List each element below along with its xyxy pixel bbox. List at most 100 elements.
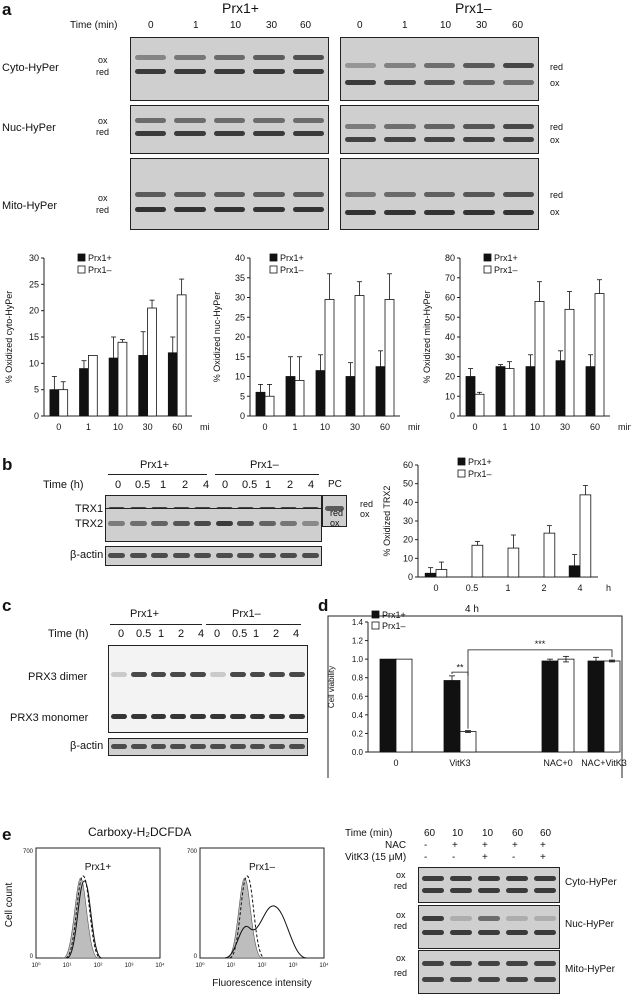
e-table-cell-0-1: 10 [452,828,464,839]
panel-c-group-line-1 [110,624,202,625]
blot-band [421,916,445,921]
y-tick-label: 30 [445,352,455,362]
y-tick-label: 50 [445,312,455,322]
blot-band [174,118,206,123]
flow-x-label: Fluorescence intensity [212,978,312,989]
blot-band [213,55,246,60]
x-axis-label: min [408,422,420,432]
bar-prx1pos [108,357,119,417]
bar-prx1pos [345,376,356,417]
histogram-title: Prx1+ [85,862,112,873]
blot-band [172,521,190,526]
blot-band [289,714,305,719]
blot-band [384,192,416,197]
bar-prx1neg [459,731,477,753]
panel-a-time-prx1pos-3: 30 [266,20,278,31]
blot-band [292,131,325,136]
panel-a-time-prx1neg-2: 10 [440,20,452,31]
blot-band [237,521,255,526]
legend-swatch [77,253,86,262]
bar-prx1pos [49,389,60,417]
panel-c-time-prx1pos-0: 0 [118,628,125,640]
blot-band [449,916,473,921]
legend-swatch [269,253,278,262]
bar-prx1pos [495,366,506,417]
blot-band [194,521,212,526]
blot-band [423,63,456,68]
y-tick-label: 5 [240,391,245,401]
y-tick-label: 25 [29,279,39,289]
blot-band [129,521,147,526]
panel-a-time-prx1pos-2: 10 [230,20,242,31]
e-table-cell-1-0: - [424,840,428,851]
y-tick-label: 20 [403,535,413,545]
blot-band [421,961,445,966]
blot-band [249,714,266,719]
x-tick-label: 1 [505,583,510,593]
significance-bracket-2 [467,649,613,676]
chart-cyto-hyper: 0 5 10 15 20 25 30 % Oxidized cyto-HyPer 0 1 10 30 6… [4,253,210,432]
panel-c-time-prx1neg-3: 2 [273,628,280,640]
y-axis-label: % Oxidized nuc-HyPer [212,292,222,383]
x-tick-label: 0 [56,422,61,432]
bar-prx1neg [534,301,545,417]
x-tick-label: 10¹ [227,963,236,969]
y-tick-label: 700 [23,849,34,855]
blot-band [301,553,319,558]
bar-prx1neg [384,299,395,417]
blot-band [505,977,529,982]
x-tick-label: NAC+0 [543,758,572,768]
y-tick-label: 1.2 [352,637,364,646]
blot-nuc-prx1neg [340,105,539,154]
legend-label: Prx1– [88,265,112,275]
row-trx1: TRX1 [75,503,104,515]
blot-band [213,207,246,212]
blot-band [292,55,325,60]
x-tick-label: 60 [172,422,182,432]
x-tick-label: 10 [320,422,330,432]
trx2-ox-mark: ox [330,518,340,528]
significance-label-1: ** [456,662,464,672]
panel-a-time-prx1pos-4: 60 [300,20,312,31]
blot-e-cyto-ox: ox [396,870,406,880]
panel-c-time-prx1neg-4: 4 [293,628,300,640]
histogram-frame [199,847,325,959]
cyto-ox-left: ox [98,55,108,65]
histogram-control [227,877,263,959]
blot-cyto-prx1pos [130,37,329,101]
bar-prx1pos [375,366,386,417]
panel-c-label: c [2,596,12,615]
bar-prx1pos [315,370,326,417]
panel-a-time-prx1neg-0: 0 [357,20,363,31]
legend-label: Prx1– [280,265,304,275]
blot-band [249,744,266,749]
panel-b-group-line-1 [108,474,207,475]
blot-band [292,69,325,74]
x-tick-label: 60 [380,422,390,432]
nuc-ox-left: ox [98,116,108,126]
x-tick-label: 1 [292,422,297,432]
legend-label: Prx1+ [88,253,112,263]
blot-band [325,506,344,511]
panel-c-group-line-2 [206,624,301,625]
blot-band [269,744,286,749]
y-tick-label: 10 [29,358,39,368]
bar-prx1pos [79,368,89,417]
blot-band [253,118,285,123]
panel-c-time-prx1pos-2: 1 [158,628,165,640]
y-tick-label: 5 [34,385,39,395]
e-table-cell-1-3: + [512,840,518,851]
blot-band [505,888,529,893]
panel-c-group-prx1pos: Prx1+ [130,608,160,620]
x-tick-label: 10² [94,963,103,969]
legend-swatch [371,621,380,630]
e-table-cell-0-4: 60 [540,828,552,839]
x-tick-label: 10⁰ [31,962,41,969]
blot-band [213,118,246,123]
panel-a-time-prx1neg-1: 1 [402,20,408,31]
legend-swatch [483,265,492,274]
histogram-title: Prx1– [249,862,276,873]
bar-prx1pos [424,572,437,578]
blot-band [150,744,167,749]
bar-prx1neg [324,299,335,417]
